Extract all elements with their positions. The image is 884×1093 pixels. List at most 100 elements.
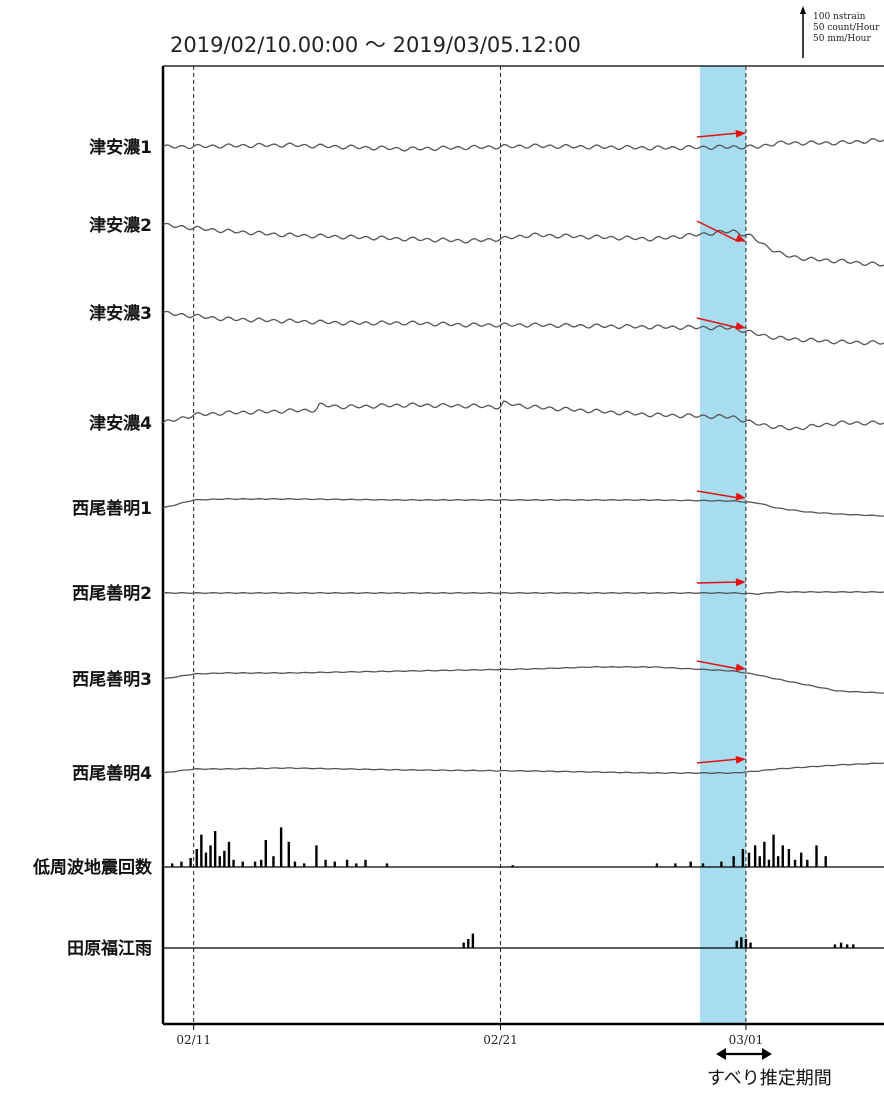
red-arrow-head-icon <box>735 322 746 330</box>
bar <box>852 944 855 948</box>
scale-legend-strain: 100 nstrain <box>813 12 866 22</box>
bar <box>232 859 235 867</box>
bar <box>689 861 692 867</box>
series-layer <box>162 138 884 949</box>
bar <box>758 856 761 867</box>
red-arrow-head-icon <box>735 578 746 587</box>
bar <box>204 852 208 867</box>
bar <box>815 845 818 867</box>
chart-title: 2019/02/10.00:00 ～ 2019/03/05.12:00 <box>170 33 581 57</box>
slip-period-band <box>699 66 746 1024</box>
series-label: 津安濃1 <box>89 137 152 158</box>
red-arrow-head-icon <box>735 129 746 138</box>
scale-legend: 100 nstrain 50 count/Hour 50 mm/Hour <box>800 6 880 58</box>
series-label: 津安濃3 <box>89 303 152 324</box>
scale-legend-count: 50 count/Hour <box>813 23 880 33</box>
x-tick-label: 02/21 <box>483 1033 518 1047</box>
series-line <box>162 310 884 346</box>
bar <box>293 861 297 867</box>
red-arrow-line <box>696 758 740 764</box>
series-label: 西尾善明4 <box>72 763 152 784</box>
series-line <box>162 138 884 152</box>
red-arrows <box>696 129 746 764</box>
bar <box>253 861 257 867</box>
red-arrow-line <box>696 581 739 584</box>
scale-arrow-icon <box>800 6 806 14</box>
series-label: 津安濃2 <box>89 215 152 236</box>
bar <box>180 861 183 867</box>
day-marker-lines <box>193 66 747 1024</box>
red-arrow-head-icon <box>735 234 746 242</box>
series-labels: 津安濃1 津安濃2 津安濃3 津安濃4 西尾善明1 西尾善明2 西尾善明3 西尾善明4 低周波地… <box>32 137 153 959</box>
bar <box>333 861 337 867</box>
bar <box>200 834 203 867</box>
red-arrow-head-icon <box>735 663 746 672</box>
bar <box>462 942 465 948</box>
period-arrow-left-icon <box>716 1048 726 1060</box>
series-line <box>162 222 884 267</box>
series-label: 西尾善明1 <box>72 498 152 519</box>
red-arrow-line <box>696 317 740 329</box>
slip-period-label: すべり推定期間 <box>707 1068 832 1089</box>
bar <box>787 849 791 867</box>
bar <box>264 840 267 867</box>
bar <box>223 850 226 867</box>
series-label: 津安濃4 <box>89 413 152 434</box>
period-arrow-right-icon <box>762 1048 772 1060</box>
bar <box>799 852 803 867</box>
bar <box>227 841 231 867</box>
bar <box>824 856 827 867</box>
bar <box>209 845 212 867</box>
red-arrow-line <box>696 132 740 138</box>
bar <box>364 859 367 867</box>
bar <box>195 849 198 867</box>
bar <box>279 827 283 867</box>
bar <box>385 863 389 867</box>
bar <box>259 859 263 867</box>
bar <box>355 863 358 867</box>
bar <box>793 859 797 867</box>
red-arrow-line <box>696 660 740 670</box>
bar <box>720 861 723 867</box>
bar <box>674 863 677 867</box>
bar <box>732 856 735 867</box>
bar <box>241 861 244 867</box>
bar <box>747 852 751 867</box>
series-line <box>162 400 884 431</box>
bar <box>701 863 705 867</box>
bar <box>189 858 192 867</box>
series-label: 西尾善明3 <box>72 669 152 690</box>
red-arrow-line <box>696 490 740 499</box>
series-line <box>162 591 884 595</box>
bar <box>345 859 349 867</box>
bar <box>287 841 290 867</box>
bar <box>471 933 475 948</box>
series-line <box>162 666 884 694</box>
bar <box>272 856 275 867</box>
bar <box>772 834 775 867</box>
x-tick-label: 02/11 <box>176 1033 211 1047</box>
scale-legend-rain: 50 mm/Hour <box>813 34 871 44</box>
bar <box>740 937 743 948</box>
red-arrow-head-icon <box>735 755 746 764</box>
series-label: 田原福江雨 <box>67 938 152 959</box>
bar <box>763 841 766 867</box>
bar <box>781 845 784 867</box>
bar <box>467 939 470 948</box>
bar <box>776 856 780 867</box>
bar <box>218 856 221 867</box>
x-tick-label: 03/01 <box>729 1033 764 1047</box>
bar <box>767 859 771 867</box>
bar <box>655 863 659 867</box>
bar <box>735 940 738 948</box>
bar <box>302 863 306 867</box>
x-tick-labels: 02/11 02/21 03/01 <box>176 1024 763 1047</box>
bar <box>511 865 514 867</box>
bar <box>324 859 327 867</box>
slip-period-annotation: すべり推定期間 <box>707 1048 832 1089</box>
bar <box>753 845 757 867</box>
series-line <box>162 762 884 774</box>
bar <box>839 942 843 948</box>
bar <box>806 859 809 867</box>
